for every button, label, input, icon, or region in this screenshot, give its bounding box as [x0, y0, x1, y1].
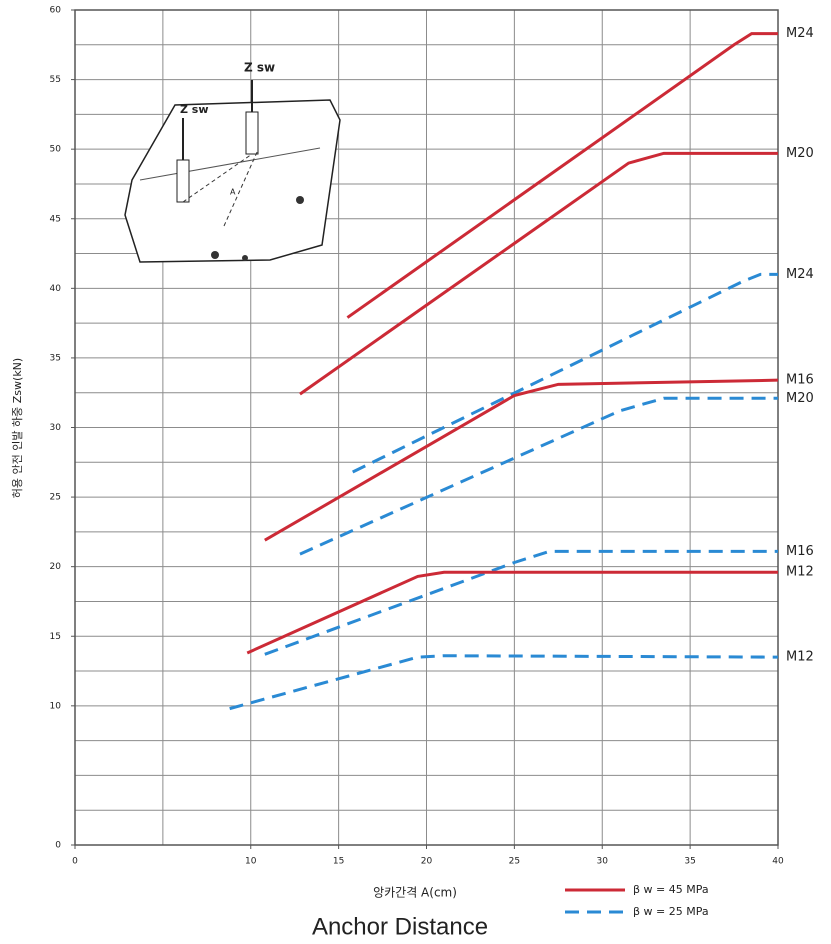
series-label: M16 [786, 373, 814, 388]
series-line [299, 151, 778, 396]
series-label: M20 [786, 146, 814, 161]
y-tick-label: 15 [50, 632, 61, 642]
series-label: M24 [786, 26, 814, 41]
y-tick-label: 60 [50, 6, 62, 16]
x-axis-label: 앙카간격 A(cm) [373, 886, 457, 900]
series-line [352, 272, 778, 474]
y-tick-label: 40 [50, 284, 62, 294]
y-tick-label: 0 [55, 841, 61, 851]
x-tick-label: 30 [597, 857, 609, 867]
x-tick-label: 25 [509, 857, 520, 867]
x-tick-label: 10 [245, 857, 257, 867]
subtitle: Anchor Distance [312, 913, 488, 940]
series-line [264, 549, 778, 656]
inset-label: Z sw [180, 103, 209, 116]
inset-label: Z sw [244, 61, 275, 75]
x-tick-label: 40 [772, 857, 784, 867]
series-label: M16 [786, 544, 814, 559]
series-label: M12 [786, 565, 814, 580]
legend-label: β w = 45 MPa [633, 883, 709, 896]
y-tick-label: 50 [50, 145, 62, 155]
y-axis-label: 허용 안전 인발 하중 Zsw(kN) [10, 358, 24, 498]
x-tick-label: 35 [684, 857, 695, 867]
x-tick-label: 0 [72, 857, 78, 867]
x-tick-label: 20 [421, 857, 433, 867]
y-tick-label: 20 [50, 562, 62, 572]
series-line [299, 396, 778, 556]
series-label: M24 [786, 267, 814, 282]
inset-illustration: Z sw Z sw A [124, 61, 341, 263]
y-tick-label: 30 [50, 423, 62, 433]
series-line [346, 32, 778, 319]
x-tick-label: 15 [333, 857, 344, 867]
inset-label: A [230, 188, 236, 197]
series-line [264, 378, 779, 542]
series-label: M12 [786, 650, 814, 665]
y-tick-label: 45 [50, 214, 61, 224]
y-tick-label: 55 [50, 75, 61, 85]
series-line [229, 654, 779, 711]
y-tick-label: 35 [50, 353, 61, 363]
y-tick-label: 25 [50, 493, 61, 503]
legend-label: β w = 25 MPa [633, 905, 709, 918]
series-line [246, 570, 778, 655]
series-label: M20 [786, 391, 814, 406]
y-tick-label: 10 [50, 701, 62, 711]
